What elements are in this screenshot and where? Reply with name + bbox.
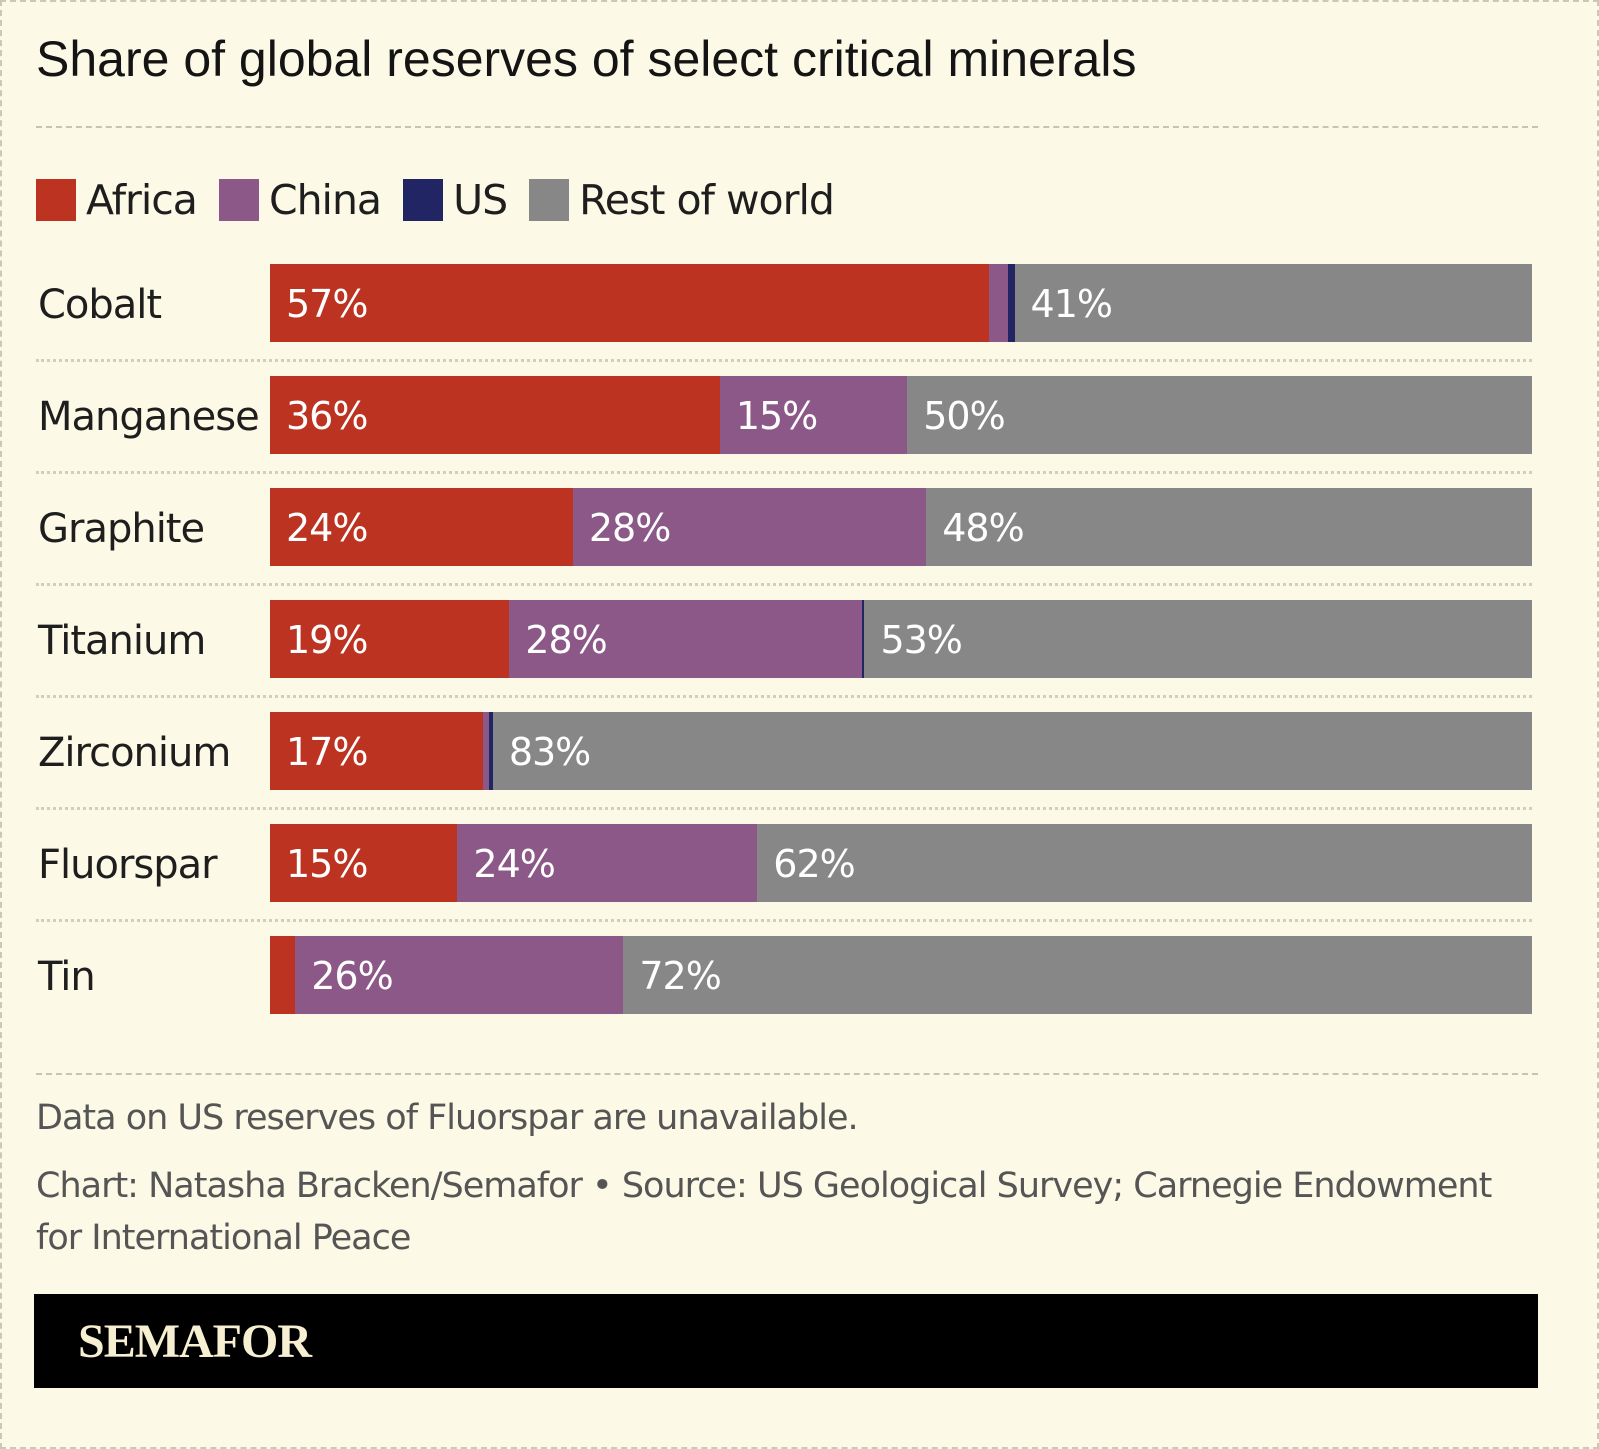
bar-row: Cobalt 57% 41% (2, 264, 1599, 376)
brand-bar: SEMAFOR (34, 1294, 1538, 1388)
data-label: 48% (942, 506, 1024, 550)
semafor-logo: SEMAFOR (78, 1315, 312, 1368)
row-separator (36, 583, 1532, 586)
stacked-bar: 15% 24% 62% (270, 824, 1532, 902)
bar-segment-rest-of-world: 53% (864, 600, 1532, 678)
category-label: Titanium (38, 618, 206, 664)
data-label: 57% (286, 282, 368, 326)
bar-segment-rest-of-world: 72% (623, 936, 1532, 1014)
bar-segment-china: 28% (509, 600, 862, 678)
row-separator (36, 471, 1532, 474)
bar-segment-china: 24% (457, 824, 758, 902)
bar-segment-us (489, 712, 493, 790)
bar-segment-china: 28% (572, 488, 927, 566)
footnote: Data on US reserves of Fluorspar are una… (36, 1098, 859, 1138)
category-label: Tin (38, 954, 96, 1000)
data-label: 24% (286, 506, 368, 550)
legend-label: Africa (86, 176, 198, 224)
bar-segment-rest-of-world: 83% (492, 712, 1532, 790)
stacked-bar: 26% 72% (270, 936, 1532, 1014)
bar-segment-us (1008, 264, 1015, 342)
bar-row: Titanium 19% 28% 53% (2, 600, 1599, 712)
data-label: 50% (923, 394, 1005, 438)
legend-item: China (218, 176, 382, 224)
divider (36, 126, 1538, 128)
chart-title: Share of global reserves of select criti… (36, 31, 1137, 87)
bar-segment-rest-of-world: 41% (1014, 264, 1532, 342)
bar-row: Graphite 24% 28% 48% (2, 488, 1599, 600)
bar-segment-china: 26% (295, 936, 624, 1014)
data-label: 28% (588, 506, 671, 550)
category-label: Cobalt (38, 282, 162, 328)
bar-segment-africa: 19% (270, 600, 510, 678)
bar-segment-china: 15% (719, 376, 908, 454)
category-label: Manganese (38, 394, 260, 440)
bar-segment-china (989, 264, 1009, 342)
row-separator (36, 695, 1532, 698)
row-separator (36, 807, 1532, 810)
legend-swatch (36, 179, 76, 221)
data-label: 17% (286, 730, 368, 774)
stacked-bar: 36% 15% 50% (270, 376, 1532, 454)
legend-label: Rest of world (579, 176, 835, 224)
legend-item: Africa (36, 176, 198, 224)
data-label: 15% (286, 842, 368, 886)
bar-segment-africa: 24% (270, 488, 573, 566)
legend-item: Rest of world (529, 176, 835, 224)
bar-segment-rest-of-world: 62% (757, 824, 1532, 902)
bar-row: Manganese 36% 15% 50% (2, 376, 1599, 488)
category-label: Graphite (38, 506, 205, 552)
bar-row: Zirconium 17% 83% (2, 712, 1599, 824)
data-label: 62% (773, 842, 855, 886)
stacked-bar: 57% 41% (270, 264, 1532, 342)
data-label: 72% (639, 954, 721, 998)
legend-swatch (403, 179, 444, 221)
data-label: 41% (1030, 282, 1113, 326)
legend: Africa China US Rest of world (36, 176, 856, 224)
row-separator (36, 919, 1532, 922)
bar-segment-us (861, 600, 865, 678)
data-label: 26% (311, 954, 393, 998)
data-label: 19% (286, 618, 368, 662)
bar-segment-africa: 57% (270, 264, 990, 342)
bar-row: Fluorspar 15% 24% 62% (2, 824, 1599, 936)
row-separator (36, 359, 1532, 362)
bar-segment-africa: 36% (270, 376, 720, 454)
data-label: 28% (525, 618, 607, 662)
credit: Chart: Natasha Bracken/Semafor • Source:… (36, 1166, 1492, 1258)
legend-label: China (268, 176, 382, 224)
legend-swatch (218, 179, 259, 221)
bar-segment-africa: 15% (270, 824, 458, 902)
data-label: 83% (508, 730, 591, 774)
stacked-bar: 17% 83% (270, 712, 1532, 790)
bar-segment-africa (270, 936, 296, 1014)
divider (36, 1073, 1538, 1075)
legend-label: US (453, 176, 508, 224)
legend-item: US (403, 176, 508, 224)
bar-segment-rest-of-world: 48% (926, 488, 1532, 566)
data-label: 53% (880, 618, 962, 662)
stacked-bar: 24% 28% 48% (270, 488, 1532, 566)
category-label: Zirconium (38, 730, 231, 776)
bar-row: Tin 26% 72% (2, 936, 1599, 1048)
data-label: 36% (286, 394, 368, 438)
category-label: Fluorspar (38, 842, 218, 888)
stacked-bar: 19% 28% 53% (270, 600, 1532, 678)
data-label: 15% (735, 394, 818, 438)
bar-segment-china (482, 712, 490, 790)
data-label: 24% (473, 842, 555, 886)
bar-segment-rest-of-world: 50% (907, 376, 1532, 454)
legend-swatch (529, 179, 570, 221)
bar-segment-africa: 17% (270, 712, 483, 790)
